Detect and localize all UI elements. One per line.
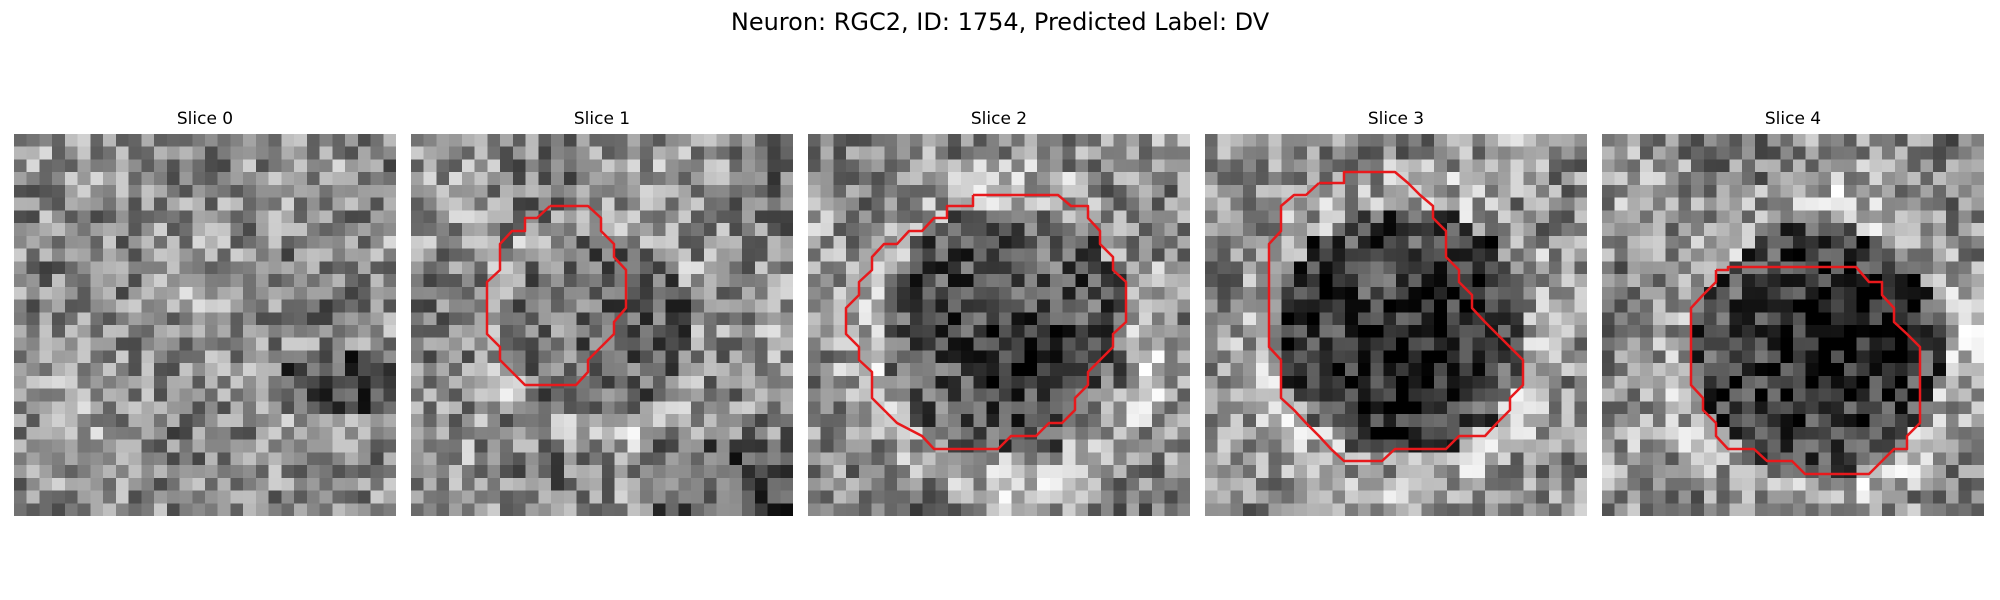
slice-4-contour	[1689, 265, 1922, 476]
slice-3-title: Slice 3	[1367, 109, 1425, 129]
slice-2-contour-layer	[844, 193, 1128, 451]
slice-2-title: Slice 2	[970, 109, 1028, 129]
slice-1-title: Slice 1	[573, 109, 631, 129]
figure-title: Neuron: RGC2, ID: 1754, Predicted Label:…	[730, 8, 1270, 36]
slice-1-contour	[485, 204, 628, 387]
slice-2-panel	[808, 134, 1190, 516]
slice-1-contour-layer	[485, 204, 628, 387]
slice-3-contour-layer	[1267, 170, 1525, 463]
slice-0-panel	[14, 134, 396, 516]
slice-2-contour	[844, 193, 1128, 451]
slice-1-panel	[411, 134, 793, 516]
slice-4-image	[1602, 134, 1984, 516]
slice-0-image	[14, 134, 396, 516]
slice-3-panel	[1205, 134, 1587, 516]
slice-2-image	[808, 134, 1190, 516]
slice-1-image	[411, 134, 793, 516]
slice-4-panel	[1602, 134, 1984, 516]
slice-4-contour-layer	[1689, 265, 1922, 476]
slice-3-contour	[1267, 170, 1525, 463]
slice-4-title: Slice 4	[1764, 109, 1822, 129]
slice-0-title: Slice 0	[176, 109, 234, 129]
